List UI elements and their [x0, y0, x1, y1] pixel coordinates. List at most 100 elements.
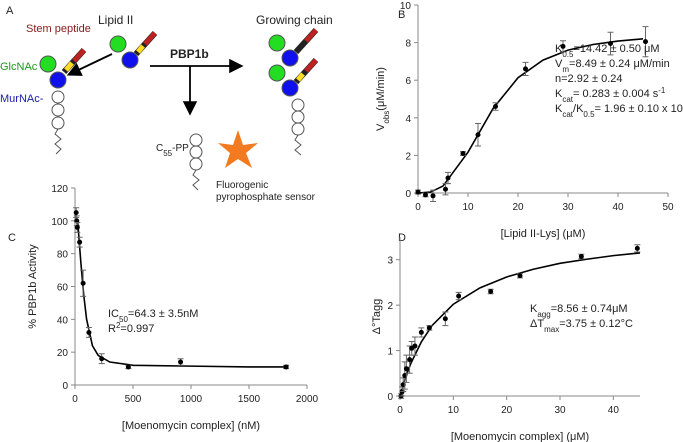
data-point	[460, 151, 466, 157]
text-part: =64.3 ± 3.5nM	[128, 308, 199, 320]
stem-label: Stem peptide	[26, 23, 91, 35]
text-part: -1	[658, 86, 666, 95]
y-tick-label: 100	[51, 217, 68, 228]
schematic: A Stem peptide Lipid II GlcNAc MurNAc- P…	[0, 5, 333, 203]
text-part: cat	[562, 95, 573, 104]
text-part: -PP	[172, 143, 189, 154]
y-tick-label: 0	[405, 189, 411, 200]
text-part: max	[544, 325, 559, 334]
text-part: IC	[108, 308, 119, 320]
data-point	[73, 210, 79, 216]
x-tick-label: 1000	[180, 394, 203, 405]
data-point	[125, 364, 131, 370]
x-tick-label: 500	[125, 394, 142, 405]
panel-label: D	[398, 232, 406, 244]
x-axis-label: [Moenomycin complex] (nM)	[122, 420, 260, 432]
text-part: =14.42 ± 0.50 μM	[573, 43, 659, 55]
data-point	[523, 66, 528, 72]
text-part: = 1.96 ± 0.10 x 10	[595, 103, 683, 115]
panel-label: B	[398, 9, 405, 21]
x-tick-label: 40	[612, 202, 624, 213]
text-part: 2	[116, 321, 121, 330]
panel-label: A	[6, 5, 14, 17]
text-part: 55	[163, 149, 172, 158]
data-point	[445, 175, 451, 181]
x-tick-label: 20	[501, 405, 513, 416]
sensor-label: pyrophosphate sensor	[216, 192, 316, 203]
text-part: =8.49 ± 0.24 μM/min	[569, 58, 670, 70]
annotation: Kcat/K0.5= 1.96 ± 0.10 x 104 M-1s-1	[555, 101, 683, 119]
y-tick-label: 120	[51, 184, 68, 195]
annotation: Vm=8.49 ± 0.24 μM/min	[555, 58, 670, 74]
data-point	[443, 186, 448, 192]
data-point	[578, 254, 584, 260]
y-tick-label: 20	[57, 348, 69, 359]
text-part: =0.997	[120, 323, 154, 335]
text-part: V	[555, 58, 563, 70]
text-part: cat	[562, 110, 573, 119]
lipid-label: Lipid II	[98, 13, 133, 27]
text-part: agg	[537, 310, 550, 319]
y-tick-label: 6	[405, 76, 411, 87]
data-point	[403, 366, 409, 372]
x-tick-label: 50	[662, 202, 674, 213]
y-tick-label: 1	[387, 347, 393, 358]
text-part: = 0.283 ± 0.004 s	[573, 88, 659, 100]
fit-curve	[399, 252, 641, 397]
x-axis-label: [Lipid II-Lys] (μM)	[501, 228, 586, 240]
text-part: R	[108, 323, 116, 335]
data-point	[634, 245, 640, 251]
data-point	[412, 343, 418, 349]
y-tick-label: 3	[387, 256, 393, 267]
y-axis-label: % PBP1b Activity	[27, 244, 39, 329]
y-axis-label: Δ°Tagg	[371, 299, 383, 335]
text-part: V	[375, 123, 387, 131]
chain-label: Growing chain	[256, 13, 333, 27]
data-point	[99, 356, 105, 362]
text-part: obs	[382, 111, 391, 124]
molecules	[39, 27, 319, 191]
arrows	[66, 53, 244, 116]
data-point	[442, 316, 448, 322]
panel-label: C	[8, 232, 16, 244]
y-tick-label: 8	[405, 39, 411, 50]
data-point	[415, 189, 421, 195]
text-part: =8.56 ± 0.74μM	[551, 303, 628, 315]
glcnac-label: GlcNAc	[0, 61, 38, 73]
sensor-label: Fluorogenic	[216, 180, 268, 191]
data-point	[456, 293, 462, 299]
data-point	[608, 41, 613, 47]
text-part: m	[562, 65, 569, 74]
annotation: ΔTmax=3.75 ± 0.12°C	[530, 318, 633, 334]
text-part: n=2.92 ± 0.24	[555, 73, 623, 85]
text-part: K	[555, 43, 563, 55]
y-tick-label: 0	[387, 392, 393, 403]
data-point	[407, 357, 413, 363]
x-tick-label: 40	[608, 405, 620, 416]
y-tick-label: 2	[387, 301, 393, 312]
x-tick-label: 1500	[238, 394, 261, 405]
y-tick-label: 4	[405, 114, 411, 125]
x-tick-label: 20	[512, 202, 524, 213]
data-point	[74, 224, 80, 230]
data-point	[178, 359, 184, 365]
text-part: K	[555, 88, 563, 100]
text-part: % PBP1b Activity	[27, 244, 39, 329]
annotation: n=2.92 ± 0.24	[555, 73, 623, 85]
y-tick-label: 0	[62, 381, 68, 392]
annotation: Kcat= 0.283 ± 0.004 s-1	[555, 86, 666, 104]
text-part: 0.5	[583, 110, 595, 119]
data-point	[80, 280, 86, 286]
text-part: 0.5	[562, 50, 574, 59]
x-tick-label: 10	[448, 405, 460, 416]
data-point	[430, 193, 436, 199]
data-point	[493, 104, 498, 110]
data-point	[86, 329, 92, 335]
data-point	[283, 364, 289, 370]
x-tick-label: 0	[72, 394, 78, 405]
text-part: K	[530, 303, 538, 315]
data-point	[560, 43, 566, 49]
data-point	[77, 239, 83, 245]
x-tick-label: 10	[462, 202, 474, 213]
y-axis-label: Vobs(μM/min)	[375, 67, 391, 131]
